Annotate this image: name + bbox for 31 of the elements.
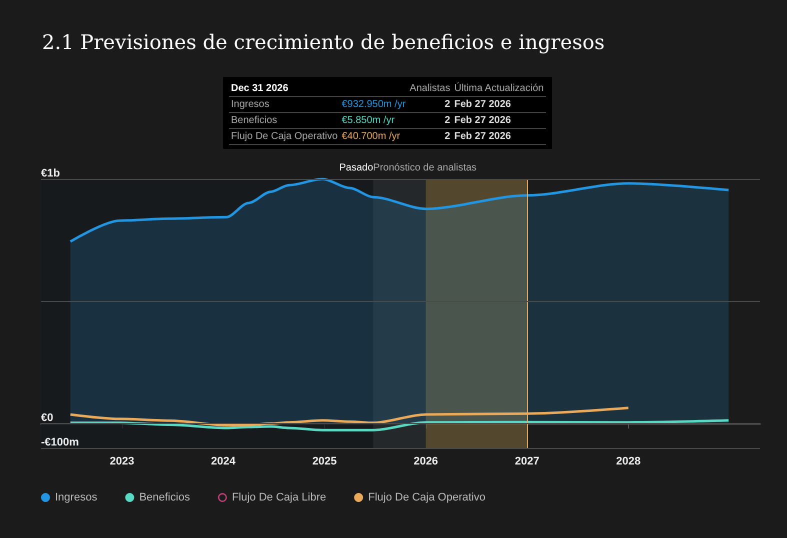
band-label: Pasado [339,162,374,174]
band-label: Pronóstico de analistas [373,162,477,174]
legend-label: Ingresos [55,492,98,504]
x-tick-label: 2028 [616,456,641,468]
text: Feb 27 2026 [452,128,546,144]
y-tick-label: €0 [41,412,54,424]
x-tick-label: 2026 [414,456,438,468]
text: Beneficios [229,112,340,128]
text: Feb 27 2026 [452,112,546,128]
legend-label: Flujo De Caja Operativo [368,492,486,504]
text: €5.850m /yr [340,112,408,128]
text: 2 [408,112,452,128]
text: Última Actualización [452,81,546,96]
text: Feb 27 2026 [452,96,546,112]
chart-title: 2.1 Previsiones de crecimiento de beneficios e ingresos [42,30,605,54]
y-tick-label: -€100m [41,436,80,448]
text: 2 [408,96,452,112]
text: 2 [408,128,452,144]
x-tick-label: 2024 [211,456,236,468]
text: €932.950m /yr [340,96,408,112]
x-tick-label: 2027 [514,456,540,468]
text: Analistas [408,81,452,96]
x-tick-label: 2023 [110,456,134,468]
legend-label: Beneficios [139,492,190,504]
text: €40.700m /yr [340,128,408,144]
text: Ingresos [229,96,340,112]
text: Flujo De Caja Operativo [229,128,340,144]
text: Dec 31 2026 [229,81,340,96]
legend-label: Flujo De Caja Libre [232,492,326,504]
y-tick-label: €1b [41,168,60,180]
x-tick-label: 2025 [312,456,337,468]
